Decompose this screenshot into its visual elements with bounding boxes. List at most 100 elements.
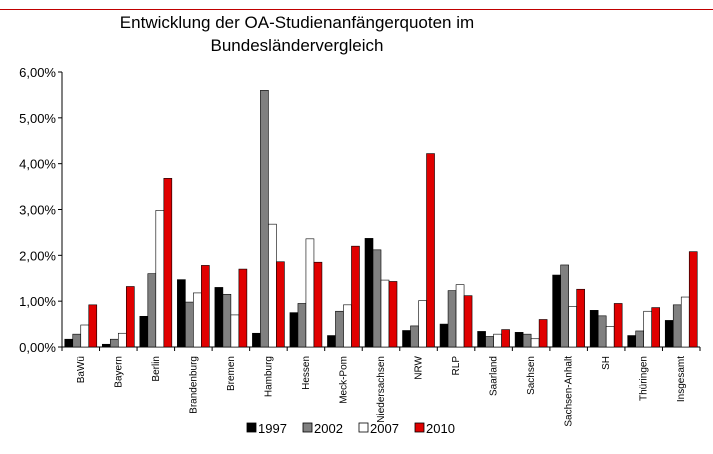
x-tick-label: BaWü bbox=[76, 356, 87, 383]
chart-title-line-2: Bundesländervergleich bbox=[211, 36, 384, 55]
y-tick-label: 3,00% bbox=[19, 203, 56, 218]
bar-2002 bbox=[410, 325, 419, 348]
bar-2010 bbox=[688, 251, 698, 348]
bar-1997 bbox=[64, 338, 74, 348]
bar-2010 bbox=[613, 303, 623, 348]
bar-1997 bbox=[514, 332, 524, 348]
x-tick-label: Thüringen bbox=[639, 356, 650, 401]
bar-2010 bbox=[576, 288, 585, 348]
y-tick-label: 6,00% bbox=[19, 65, 56, 80]
x-tick-label: Bayern bbox=[113, 356, 124, 388]
bar-2002 bbox=[260, 90, 269, 348]
bar-2007 bbox=[418, 300, 427, 348]
bar-2007 bbox=[268, 223, 277, 348]
bar-2010 bbox=[163, 178, 173, 348]
x-tick-label: Insgesamt bbox=[676, 356, 687, 402]
x-tick-label: Sachsen bbox=[526, 356, 537, 395]
legend-swatch-1997 bbox=[246, 422, 257, 433]
x-tick-label: Bremen bbox=[226, 356, 237, 391]
bar-2010 bbox=[538, 319, 548, 348]
legend-label-2010: 2010 bbox=[426, 421, 455, 436]
bar-2007 bbox=[643, 310, 653, 348]
bar-1997 bbox=[664, 320, 674, 348]
bar-2010 bbox=[501, 329, 510, 348]
x-tick-label: NRW bbox=[414, 355, 425, 379]
bar-2007 bbox=[305, 238, 315, 348]
bar-2010 bbox=[426, 153, 435, 348]
bar-1997 bbox=[327, 335, 336, 348]
bar-2002 bbox=[372, 249, 382, 348]
bar-2010 bbox=[238, 268, 248, 348]
x-tick-label: RLP bbox=[451, 356, 462, 376]
x-tick-label: Sachsen-Anhalt bbox=[564, 356, 575, 427]
bar-1997 bbox=[552, 274, 561, 348]
legend-swatch-2007 bbox=[358, 422, 369, 433]
bar-1997 bbox=[402, 330, 411, 348]
bar-2007 bbox=[155, 210, 165, 348]
legend-label-2002: 2002 bbox=[314, 421, 343, 436]
x-tick-label: Brandenburg bbox=[188, 356, 199, 414]
bar-2007 bbox=[80, 324, 90, 348]
bar-2010 bbox=[313, 261, 323, 348]
bar-2002 bbox=[335, 310, 344, 348]
bar-2007 bbox=[605, 326, 615, 348]
bar-1997 bbox=[477, 331, 486, 348]
bar-2002 bbox=[72, 333, 82, 348]
bar-2002 bbox=[185, 301, 194, 348]
bar-2002 bbox=[109, 338, 119, 348]
legend-swatch-2002 bbox=[302, 422, 313, 433]
bar-2010 bbox=[201, 265, 210, 348]
bar-2007 bbox=[117, 332, 127, 348]
legend-label-1997: 1997 bbox=[258, 421, 287, 436]
bar-2010 bbox=[125, 286, 135, 348]
legend-swatch-2010 bbox=[414, 422, 425, 433]
x-tick-label: Berlin bbox=[151, 356, 162, 382]
bar-2010 bbox=[88, 304, 98, 348]
bar-1997 bbox=[214, 287, 224, 348]
bar-2007 bbox=[493, 333, 502, 348]
bar-2010 bbox=[463, 295, 473, 348]
x-tick-label: Hamburg bbox=[263, 356, 274, 397]
bar-2007 bbox=[380, 279, 390, 348]
y-tick-label: 5,00% bbox=[19, 111, 56, 126]
bar-2007 bbox=[343, 304, 352, 348]
legend-label-2007: 2007 bbox=[370, 421, 399, 436]
x-tick-label: Niedersachsen bbox=[376, 356, 387, 423]
bar-2002 bbox=[522, 333, 532, 348]
x-tick-label: Saarland bbox=[489, 356, 500, 396]
y-tick-label: 1,00% bbox=[19, 294, 56, 309]
bar-1997 bbox=[439, 323, 449, 348]
y-tick-label: 4,00% bbox=[19, 157, 56, 172]
bar-2002 bbox=[560, 264, 569, 348]
legend: 1997 2002 2007 2010 bbox=[246, 421, 455, 436]
bar-2002 bbox=[147, 273, 157, 348]
bar-2002 bbox=[635, 330, 645, 348]
bar-2010 bbox=[351, 245, 360, 348]
x-tick-label: Meck-Pom bbox=[338, 356, 349, 404]
bar-1997 bbox=[252, 332, 261, 348]
bar-2002 bbox=[297, 303, 307, 348]
bar-2002 bbox=[447, 290, 457, 348]
bar-1997 bbox=[364, 238, 374, 348]
bar-1997 bbox=[177, 279, 186, 348]
bar-2007 bbox=[193, 292, 202, 348]
x-tick-label: SH bbox=[601, 356, 612, 370]
bar-2007 bbox=[680, 296, 690, 348]
bar-2002 bbox=[672, 304, 682, 348]
bar-2007 bbox=[455, 284, 465, 348]
bar-1997 bbox=[589, 310, 599, 348]
y-tick-label: 0,00% bbox=[19, 340, 56, 355]
bar-2010 bbox=[388, 281, 398, 348]
bar-1997 bbox=[627, 335, 637, 348]
bar-1997 bbox=[101, 343, 111, 348]
bar-2010 bbox=[651, 307, 661, 348]
bar-2002 bbox=[485, 336, 494, 348]
bar-2007 bbox=[530, 338, 540, 348]
bar-2007 bbox=[568, 306, 577, 348]
bar-2010 bbox=[276, 261, 285, 348]
header-rule bbox=[0, 9, 713, 10]
chart-title-line-1: Entwicklung der OA-Studienanfängerquoten… bbox=[120, 13, 474, 32]
bar-1997 bbox=[289, 312, 299, 348]
x-tick-label: Hessen bbox=[301, 356, 312, 390]
